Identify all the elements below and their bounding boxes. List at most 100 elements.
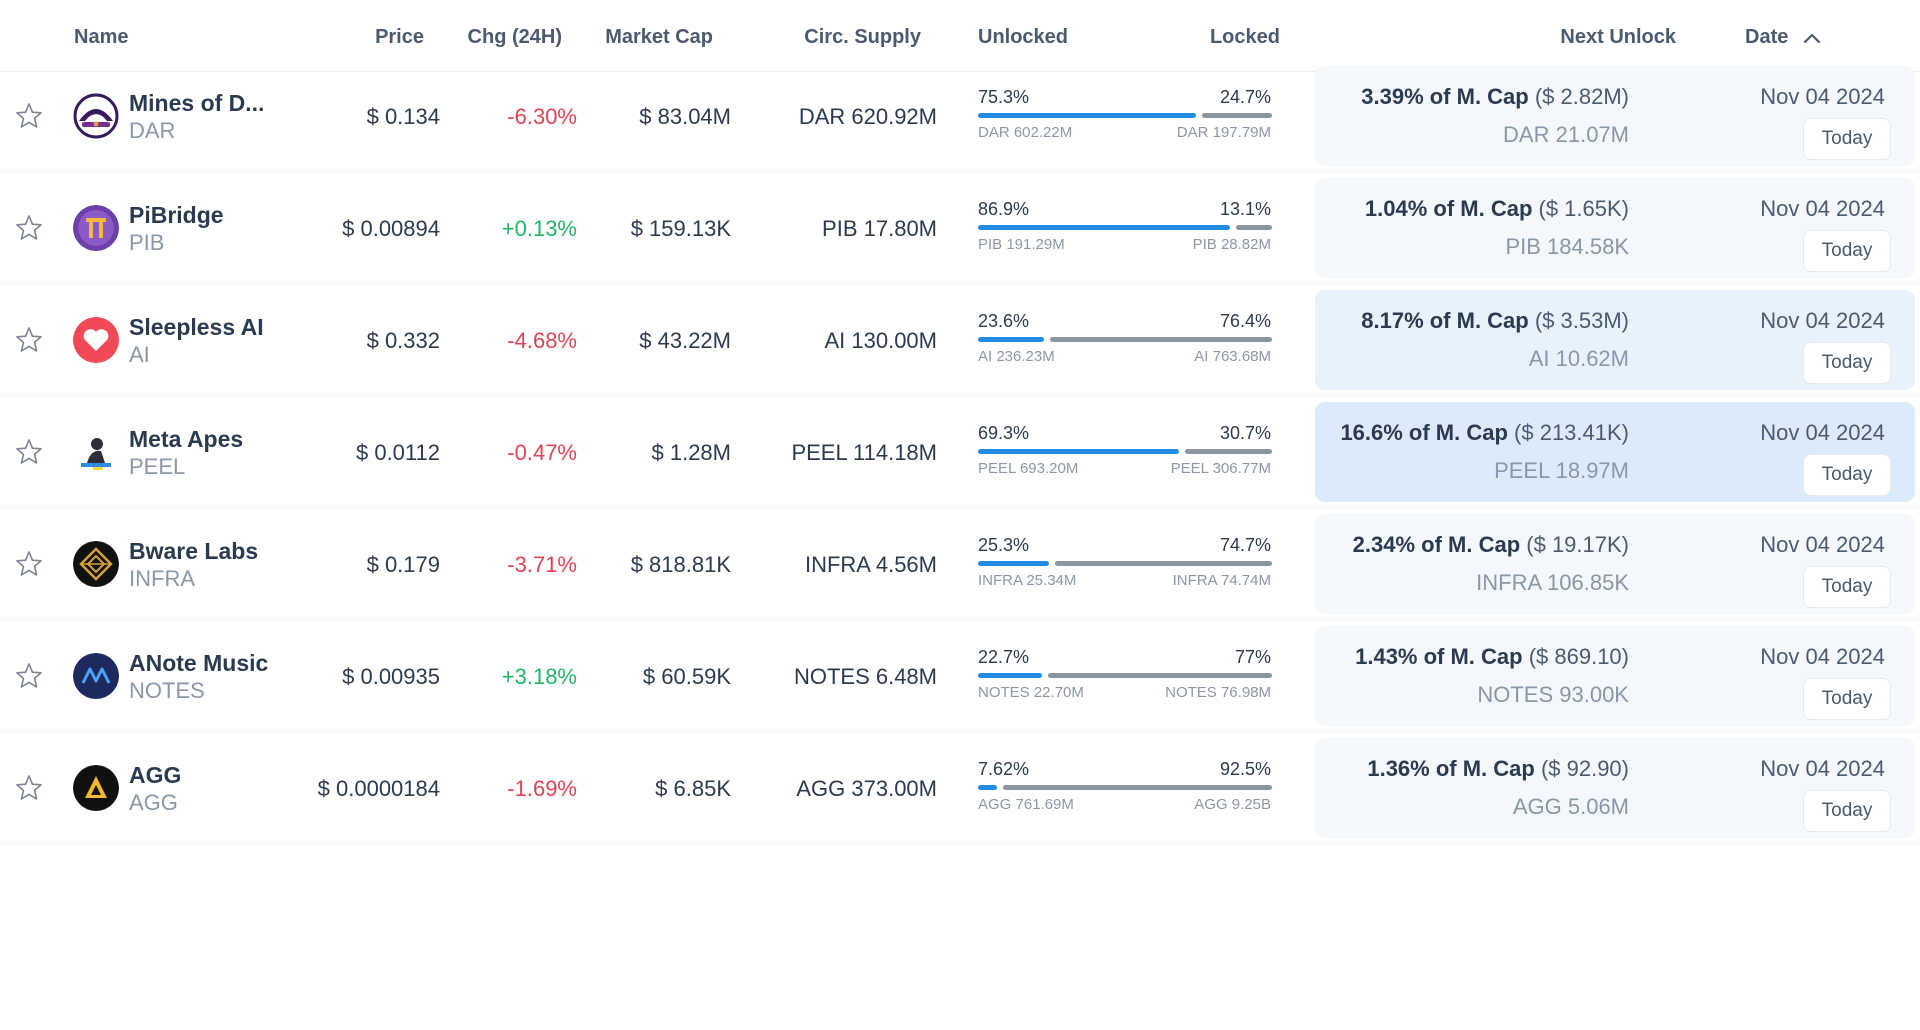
col-unlocked-header[interactable]: Unlocked	[978, 26, 1069, 48]
next-unlock-market-cap-share: 1.43% of M. Cap ($ 869.10)	[1355, 644, 1629, 670]
token-name[interactable]: Mines of D...	[129, 90, 265, 116]
next-unlock-card[interactable]: 1.36% of M. Cap ($ 92.90) AGG 5.06M Nov …	[1315, 738, 1915, 838]
locked-bar-fill	[1048, 673, 1272, 678]
ai-logo-icon	[73, 317, 119, 363]
locked-percent: 13.1%	[1219, 199, 1271, 219]
col-market-cap-header[interactable]: Market Cap	[605, 26, 713, 48]
token-name[interactable]: Meta Apes	[129, 426, 244, 452]
price-change-24h: -0.47%	[507, 440, 577, 465]
table-row[interactable]: PiBridge PIB $ 0.00894 +0.13% $ 159.13K …	[0, 172, 1920, 284]
infra-logo-icon	[73, 541, 119, 587]
today-badge[interactable]: Today	[1803, 678, 1891, 720]
favorite-star-icon[interactable]	[14, 661, 44, 691]
market-cap: $ 159.13K	[630, 216, 731, 241]
agg-logo-icon	[73, 765, 119, 811]
market-cap: $ 60.59K	[642, 664, 731, 689]
token-price: $ 0.0000184	[317, 776, 440, 801]
today-badge[interactable]: Today	[1803, 790, 1891, 832]
col-chg-header[interactable]: Chg (24H)	[467, 26, 562, 48]
today-badge[interactable]: Today	[1803, 342, 1891, 384]
next-unlock-card[interactable]: 1.04% of M. Cap ($ 1.65K) PIB 184.58K No…	[1315, 178, 1915, 278]
unlocked-bar-fill	[978, 785, 997, 790]
locked-amount: AGG 9.25B	[1194, 796, 1271, 813]
table-row[interactable]: ANote Music NOTES $ 0.00935 +3.18% $ 60.…	[0, 620, 1920, 732]
unlocked-percent: 7.62%	[978, 759, 1030, 779]
unlocked-percent: 86.9%	[978, 199, 1030, 219]
col-date-header[interactable]: Date	[1745, 26, 1822, 49]
locked-bar-fill	[1236, 225, 1272, 230]
unlocked-bar-fill	[978, 673, 1042, 678]
next-unlock-market-cap-share: 1.04% of M. Cap ($ 1.65K)	[1365, 196, 1629, 222]
market-cap: $ 1.28M	[651, 440, 732, 465]
table-row[interactable]: AGG AGG $ 0.0000184 -1.69% $ 6.85K AGG 3…	[0, 732, 1920, 844]
dar-logo-icon	[73, 93, 119, 139]
token-name[interactable]: Bware Labs	[129, 538, 259, 564]
col-name-header[interactable]: Name	[74, 26, 129, 48]
pib-logo-icon	[73, 205, 119, 251]
unlocked-percent: 22.7%	[978, 647, 1030, 667]
next-unlock-card[interactable]: 8.17% of M. Cap ($ 3.53M) AI 10.62M Nov …	[1315, 290, 1915, 390]
col-next-unlock-header[interactable]: Next Unlock	[1560, 26, 1676, 48]
next-unlock-value: ($ 1.65K)	[1532, 196, 1630, 221]
peel-logo-icon	[73, 429, 119, 475]
notes-logo-icon	[73, 653, 119, 699]
unlocked-amount: AGG 761.69M	[978, 796, 1074, 813]
circulating-supply: DAR 620.92M	[798, 104, 937, 129]
col-price-header[interactable]: Price	[375, 26, 424, 48]
next-unlock-card[interactable]: 3.39% of M. Cap ($ 2.82M) DAR 21.07M Nov…	[1315, 66, 1915, 166]
circulating-supply: NOTES 6.48M	[793, 664, 937, 689]
locked-amount: AI 763.68M	[1194, 348, 1271, 365]
price-change-24h: -6.30%	[507, 104, 577, 129]
unlock-date: Nov 04 2024	[1760, 196, 1885, 221]
token-name[interactable]: Sleepless AI	[129, 314, 264, 340]
next-unlock-card[interactable]: 1.43% of M. Cap ($ 869.10) NOTES 93.00K …	[1315, 626, 1915, 726]
unlocked-amount: PEEL 693.20M	[978, 460, 1079, 477]
unlock-date: Nov 04 2024	[1760, 308, 1885, 333]
unlocked-percent: 69.3%	[978, 423, 1030, 443]
unlocked-percent: 25.3%	[978, 535, 1030, 555]
next-unlock-card[interactable]: 2.34% of M. Cap ($ 19.17K) INFRA 106.85K…	[1315, 514, 1915, 614]
next-unlock-card[interactable]: 16.6% of M. Cap ($ 213.41K) PEEL 18.97M …	[1315, 402, 1915, 502]
unlocked-amount: DAR 602.22M	[978, 124, 1073, 141]
col-locked-header[interactable]: Locked	[1209, 26, 1280, 48]
next-unlock-amount: PIB 184.58K	[1505, 234, 1629, 259]
favorite-star-icon[interactable]	[14, 773, 44, 803]
table-row[interactable]: Sleepless AI AI $ 0.332 -4.68% $ 43.22M …	[0, 284, 1920, 396]
col-circ-supply-header[interactable]: Circ. Supply	[804, 26, 921, 48]
token-name[interactable]: PiBridge	[129, 202, 224, 228]
table-row[interactable]: Mines of D... DAR $ 0.134 -6.30% $ 83.04…	[0, 60, 1920, 172]
today-badge[interactable]: Today	[1803, 566, 1891, 608]
token-name[interactable]: ANote Music	[129, 650, 269, 676]
token-symbol: PIB	[129, 230, 165, 255]
next-unlock-value: ($ 213.41K)	[1507, 420, 1629, 445]
table-row[interactable]: Bware Labs INFRA $ 0.179 -3.71% $ 818.81…	[0, 508, 1920, 620]
favorite-star-icon[interactable]	[14, 325, 44, 355]
unlock-date: Nov 04 2024	[1760, 644, 1885, 669]
unlock-progress-bar	[978, 113, 1272, 118]
today-badge[interactable]: Today	[1803, 118, 1891, 160]
locked-bar-fill	[1003, 785, 1272, 790]
circulating-supply: AI 130.00M	[824, 328, 937, 353]
today-badge[interactable]: Today	[1803, 230, 1891, 272]
favorite-star-icon[interactable]	[14, 213, 44, 243]
next-unlock-value: ($ 2.82M)	[1528, 84, 1629, 109]
next-unlock-amount: PEEL 18.97M	[1494, 458, 1629, 483]
favorite-star-icon[interactable]	[14, 437, 44, 467]
today-badge[interactable]: Today	[1803, 454, 1891, 496]
token-price: $ 0.0112	[355, 440, 440, 465]
table-header: Name Price Chg (24H) Market Cap Circ. Su…	[0, 0, 1920, 72]
next-unlock-percent: 16.6% of M. Cap	[1340, 420, 1508, 445]
next-unlock-amount: NOTES 93.00K	[1477, 682, 1629, 707]
next-unlock-amount: AI 10.62M	[1528, 346, 1629, 371]
sort-ascending-icon[interactable]	[1802, 31, 1822, 45]
favorite-star-icon[interactable]	[14, 101, 44, 131]
next-unlock-value: ($ 869.10)	[1522, 644, 1629, 669]
token-name[interactable]: AGG	[129, 762, 182, 788]
next-unlock-market-cap-share: 16.6% of M. Cap ($ 213.41K)	[1340, 420, 1629, 446]
favorite-star-icon[interactable]	[14, 549, 44, 579]
next-unlock-market-cap-share: 2.34% of M. Cap ($ 19.17K)	[1353, 532, 1629, 558]
table-row[interactable]: Meta Apes PEEL $ 0.0112 -0.47% $ 1.28M P…	[0, 396, 1920, 508]
locked-bar-fill	[1202, 113, 1272, 118]
next-unlock-value: ($ 19.17K)	[1520, 532, 1629, 557]
